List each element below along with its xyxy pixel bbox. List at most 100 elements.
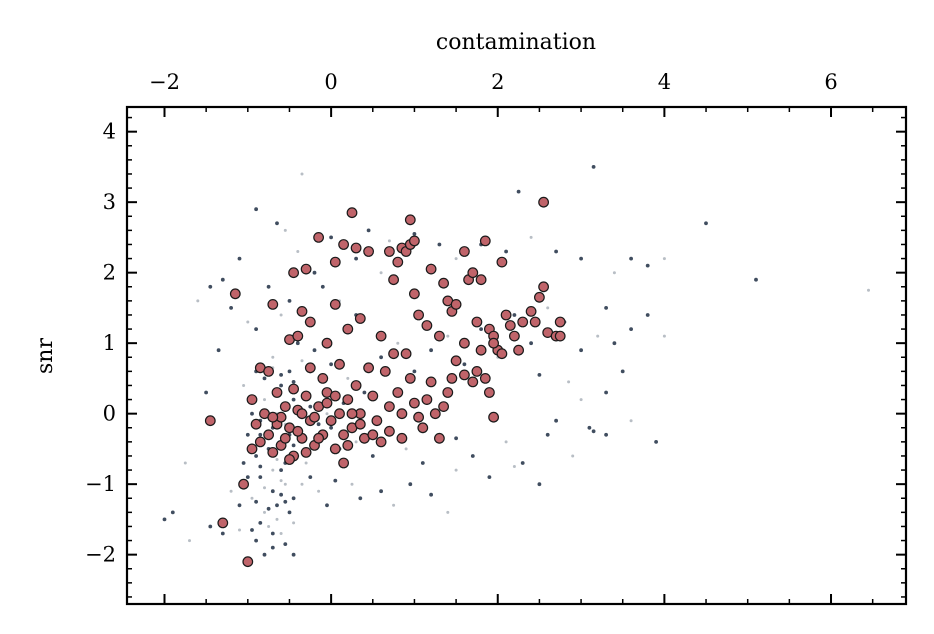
y-tick-label: −1 bbox=[85, 472, 116, 496]
background-point bbox=[250, 496, 254, 500]
highlight-point bbox=[267, 299, 279, 310]
highlight-point bbox=[338, 239, 350, 250]
background-point bbox=[220, 531, 225, 536]
background-point bbox=[629, 256, 633, 261]
y-tick-label: −2 bbox=[85, 543, 116, 567]
plot-frame bbox=[125, 105, 908, 606]
highlight-point bbox=[350, 380, 362, 391]
highlight-point bbox=[404, 373, 416, 384]
tick-labels-layer: −2 0 2 4 6 −2 −1 0 1 2 3 4 bbox=[85, 70, 838, 567]
background-point bbox=[587, 425, 592, 430]
highlight-point bbox=[329, 443, 341, 455]
background-point bbox=[350, 482, 354, 486]
background-point bbox=[454, 257, 458, 261]
highlight-point bbox=[375, 436, 387, 448]
background-point bbox=[329, 425, 333, 430]
background-point bbox=[346, 376, 350, 380]
background-point bbox=[250, 411, 254, 416]
highlight-point bbox=[488, 411, 500, 423]
highlight-point bbox=[229, 288, 241, 300]
highlight-point bbox=[438, 401, 450, 413]
highlight-point bbox=[471, 366, 483, 377]
highlight-point bbox=[329, 390, 341, 402]
background-point bbox=[316, 422, 321, 427]
highlight-point bbox=[388, 274, 400, 286]
highlight-point bbox=[317, 373, 329, 384]
y-tick-label: 3 bbox=[103, 190, 116, 214]
background-point bbox=[283, 542, 288, 546]
background-point bbox=[529, 341, 533, 346]
background-point bbox=[267, 525, 271, 528]
highlight-point bbox=[350, 242, 362, 254]
background-point bbox=[279, 383, 283, 388]
background-point bbox=[275, 517, 279, 521]
background-point bbox=[304, 461, 308, 465]
x-tick-label: 6 bbox=[824, 70, 837, 94]
background-point bbox=[245, 432, 250, 437]
highlight-point bbox=[500, 309, 512, 321]
background-point bbox=[258, 475, 263, 479]
highlight-point bbox=[254, 436, 266, 448]
background-point bbox=[238, 528, 241, 532]
background-point bbox=[271, 468, 275, 472]
highlight-point bbox=[434, 330, 445, 342]
background-point bbox=[279, 532, 283, 535]
highlight-point bbox=[288, 267, 300, 279]
background-point bbox=[162, 517, 167, 522]
background-point bbox=[229, 306, 234, 310]
highlight-point bbox=[459, 369, 470, 381]
highlight-point bbox=[413, 309, 425, 321]
highlight-point bbox=[496, 256, 508, 268]
highlight-point bbox=[321, 337, 333, 349]
highlight-point bbox=[313, 432, 325, 444]
y-tick-label: 4 bbox=[103, 120, 116, 144]
background-point bbox=[300, 482, 304, 486]
background-point bbox=[487, 475, 492, 479]
highlight-point bbox=[538, 196, 549, 208]
background-point bbox=[270, 531, 275, 536]
background-point bbox=[612, 341, 617, 346]
background-point bbox=[470, 454, 475, 458]
highlight-point bbox=[484, 387, 495, 398]
background-point bbox=[287, 369, 292, 374]
highlight-point bbox=[342, 440, 354, 451]
background-point bbox=[379, 355, 383, 360]
background-point bbox=[291, 552, 296, 557]
highlight-point bbox=[409, 397, 420, 409]
y-tick-label: 1 bbox=[103, 331, 116, 355]
background-point bbox=[512, 313, 517, 317]
background-point bbox=[183, 461, 187, 465]
highlight-point bbox=[367, 429, 379, 441]
background-point bbox=[283, 228, 287, 232]
highlight-point bbox=[438, 277, 450, 289]
highlight-point bbox=[309, 411, 320, 423]
background-point bbox=[704, 221, 708, 226]
highlight-point bbox=[321, 397, 333, 409]
background-point bbox=[579, 256, 583, 261]
highlight-point bbox=[459, 337, 470, 349]
background-point bbox=[529, 235, 533, 239]
background-point bbox=[579, 398, 583, 402]
background-point bbox=[320, 284, 325, 289]
highlight-point bbox=[384, 401, 395, 413]
background-point bbox=[620, 369, 625, 374]
highlight-point bbox=[442, 387, 454, 398]
highlight-point bbox=[363, 362, 375, 374]
background-point bbox=[429, 348, 433, 353]
background-point bbox=[287, 510, 292, 515]
background-point bbox=[412, 369, 417, 374]
background-point bbox=[241, 461, 246, 465]
background-point bbox=[454, 468, 458, 472]
background-point bbox=[645, 313, 650, 317]
highlight-point bbox=[404, 214, 416, 226]
highlight-point bbox=[459, 246, 470, 257]
highlight-point bbox=[342, 323, 354, 335]
background-point bbox=[429, 492, 433, 497]
background-point bbox=[479, 327, 483, 331]
highlight-point bbox=[354, 418, 366, 430]
highlight-point bbox=[238, 478, 250, 490]
background-point bbox=[754, 277, 758, 282]
background-point bbox=[237, 256, 242, 261]
background-point bbox=[325, 412, 329, 416]
background-point bbox=[604, 390, 608, 395]
